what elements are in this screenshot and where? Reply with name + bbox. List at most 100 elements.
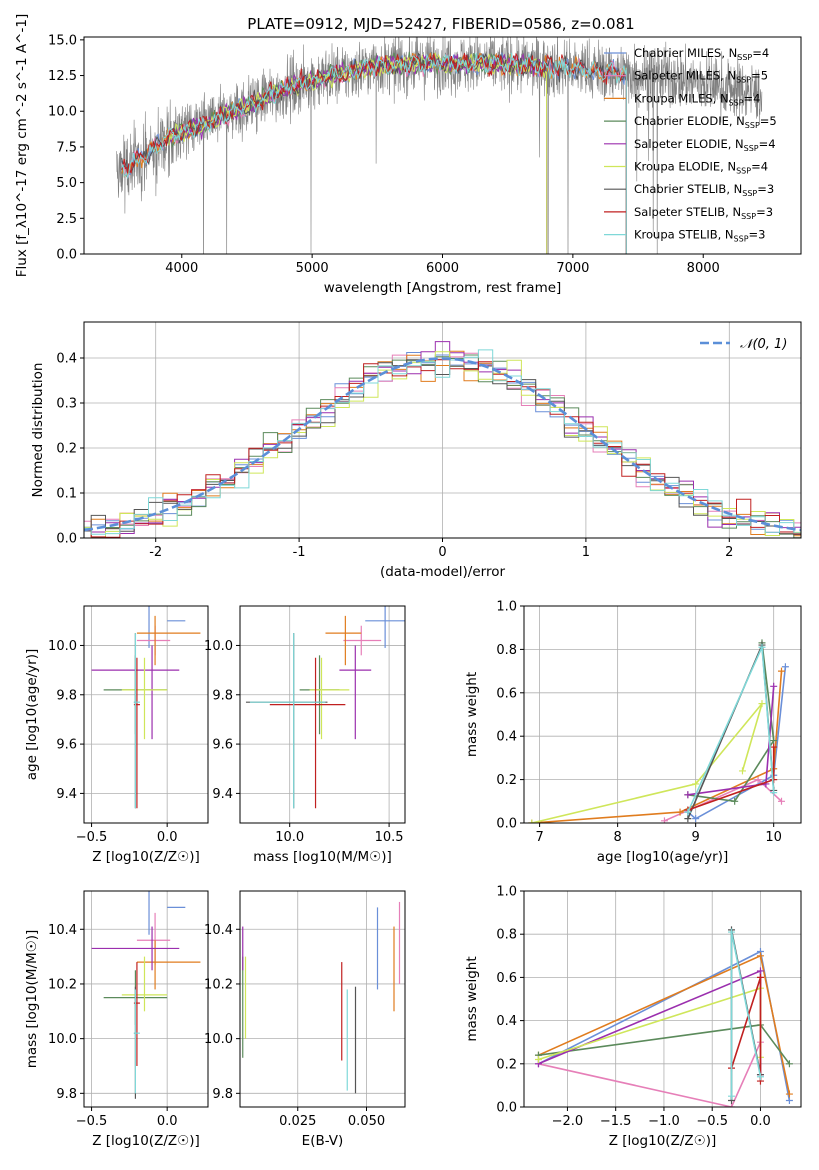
- x-tick-label: 10.5: [375, 830, 404, 845]
- y-tick-label: 10.2: [48, 977, 77, 992]
- y-tick-label: 9.6: [212, 738, 233, 753]
- x-tick-label: −0.5: [76, 830, 108, 845]
- mass_vs_Z-frame: [83, 890, 209, 1108]
- gaussian-legend-label: 𝒩(0, 1): [740, 337, 787, 352]
- x-axis-label: mass [log10(M/M☉)]: [253, 849, 392, 865]
- model-line-salpeter_elodie: [168, 52, 548, 254]
- y-axis-label: mass weight: [464, 672, 480, 757]
- legend-label-salpeter_elodie: Salpeter ELODIE, NSSP=4: [634, 137, 776, 153]
- x-tick-label: 9: [692, 830, 700, 845]
- y-tick-label: 5.0: [56, 176, 77, 191]
- histogram-chabrier_elodie: [84, 354, 801, 538]
- weight-marker-chabrier_miles: [785, 1097, 793, 1105]
- residual-histograms: [84, 341, 801, 538]
- weight-marker-salpeter_miles: [777, 797, 785, 805]
- weight-line-kroupa_elodie: [531, 703, 763, 823]
- x-tick-label: −0.5: [76, 1114, 108, 1129]
- weight-line-chabrier_miles: [687, 666, 787, 820]
- y-tick-label: 0.0: [496, 817, 517, 832]
- spectrum-plot: [116, 37, 763, 254]
- age_vs_mass-points: [245, 606, 405, 809]
- legend-label-chabrier_miles: Chabrier MILES, NSSP=4: [634, 46, 769, 62]
- y-tick-label: 0.2: [56, 442, 77, 457]
- y-tick-label: 0.3: [56, 397, 77, 412]
- y-axis-label: Normed distribution: [30, 363, 46, 498]
- y-tick-label: 0.4: [496, 1014, 517, 1029]
- legend-label-kroupa_elodie: Kroupa ELODIE, NSSP=4: [634, 160, 768, 176]
- mass_vs_ebv-frame: [239, 890, 406, 1108]
- y-axis-label: mass weight: [464, 956, 480, 1041]
- age_vs_mass-axes: 10.0 10.5 9.4 9.6 9.8 10.0 mass [log10(M/M☉)]: [204, 606, 405, 865]
- x-tick-label: 7000: [556, 261, 589, 276]
- x-tick-label: 0.0: [157, 830, 178, 845]
- weight-marker-kroupa_stelib: [684, 808, 692, 816]
- x-tick-label: 2: [725, 545, 733, 560]
- weight-marker-chabrier_elodie: [770, 737, 778, 745]
- y-tick-label: 0.8: [496, 928, 517, 943]
- y-tick-label: 15.0: [48, 33, 77, 48]
- weight-marker-kroupa_stelib: [728, 1092, 736, 1100]
- x-tick-label: −1.0: [648, 1114, 680, 1129]
- mass_vs_Z-axes: −0.5 0.0 9.8 10.0 10.2 10.4 Z [log10(Z/Z☉)] mas…: [24, 891, 208, 1149]
- x-tick-label: 0.050: [348, 1114, 385, 1129]
- weight-marker-salpeter_elodie: [770, 682, 778, 690]
- x-axis-label: (data-model)/error: [380, 564, 506, 580]
- x-tick-label: 8000: [687, 261, 720, 276]
- model-line-chabrier_miles: [121, 52, 627, 254]
- x-axis-label: Z [log10(Z/Z☉)]: [92, 1133, 200, 1149]
- y-axis-label: Flux [f_λ10^-17 erg cm^-2 s^-1 A^-1]: [14, 14, 30, 277]
- y-tick-label: 9.4: [56, 787, 77, 802]
- weight-marker-salpeter_elodie: [684, 791, 692, 799]
- legend-label-salpeter_stelib: Salpeter STELIB, NSSP=3: [634, 205, 773, 221]
- model-line-kroupa_miles: [121, 52, 627, 254]
- histogram-kroupa_miles: [84, 350, 801, 537]
- spectrum-frame: [83, 36, 802, 255]
- weight-line-kroupa_elodie: [538, 987, 762, 1061]
- y-tick-label: 10.0: [48, 1032, 77, 1047]
- y-tick-label: 9.8: [212, 688, 233, 703]
- figure-title: PLATE=0912, MJD=52427, FIBERID=0586, z=0…: [247, 15, 634, 33]
- model-line-kroupa_elodie: [168, 52, 548, 254]
- histogram-salpeter_elodie: [84, 341, 801, 538]
- legend-label-chabrier_stelib: Chabrier STELIB, NSSP=3: [634, 182, 774, 198]
- gaussian-curve: [84, 357, 801, 532]
- weight-marker-kroupa_elodie: [692, 780, 700, 788]
- weight-marker-salpeter_elodie: [756, 967, 764, 975]
- model-line-chabrier_stelib: [121, 52, 627, 254]
- model-line-salpeter_stelib: [121, 52, 627, 254]
- weight-marker-kroupa_elodie: [758, 700, 766, 708]
- weight-marker-chabrier_miles: [781, 663, 789, 671]
- weight-marker-salpeter_stelib: [770, 776, 778, 784]
- x-axis-label: Z [log10(Z/Z☉)]: [609, 1133, 717, 1149]
- x-tick-label: −1.5: [600, 1114, 632, 1129]
- x-tick-label: 0.0: [750, 1114, 771, 1129]
- weight-marker-salpeter_miles: [728, 1103, 736, 1107]
- x-tick-label: 10.0: [275, 830, 304, 845]
- legend-label-kroupa_stelib: Kroupa STELIB, NSSP=3: [634, 228, 765, 244]
- weight-marker-kroupa_miles: [777, 667, 785, 675]
- weight-marker-chabrier_stelib: [684, 815, 692, 823]
- y-tick-label: 0.4: [56, 352, 77, 367]
- y-tick-label: 0.2: [496, 773, 517, 788]
- y-tick-label: 10.0: [48, 639, 77, 654]
- x-tick-label: 0.0: [157, 1114, 178, 1129]
- legend-label-chabrier_elodie: Chabrier ELODIE, NSSP=5: [634, 114, 777, 130]
- weight-line-salpeter_elodie: [538, 969, 762, 1075]
- weight-marker-chabrier_miles: [692, 815, 700, 823]
- x-axis-label: Z [log10(Z/Z☉)]: [92, 849, 200, 865]
- age_vs_Z-axes: −0.5 0.0 9.4 9.6 9.8 10.0 Z [log10(Z/Z☉)] age […: [24, 606, 208, 865]
- y-tick-label: 0.2: [496, 1057, 517, 1072]
- y-tick-label: 9.4: [212, 787, 233, 802]
- spectrum-axes: 4000 5000 6000 7000 8000 0.0 2.5 5.0 7.5 10.0 12.5…: [14, 14, 720, 296]
- residuals-frame: [83, 321, 802, 539]
- y-tick-label: 1.0: [496, 600, 517, 615]
- y-tick-label: 0.0: [496, 1101, 517, 1116]
- weight_vs_age-axes: 7 8 9 10 0.0 0.2 0.4 0.6 0.8 1.0 age [log10(age/yr…: [464, 600, 801, 865]
- x-tick-label: 10: [765, 830, 782, 845]
- y-tick-label: 0.0: [56, 248, 77, 263]
- x-tick-label: 0.025: [279, 1114, 316, 1129]
- y-tick-label: 12.5: [48, 69, 77, 84]
- weight-marker-kroupa_elodie: [534, 1055, 542, 1063]
- y-tick-label: 2.5: [56, 212, 77, 227]
- x-axis-label: wavelength [Angstrom, rest frame]: [324, 280, 562, 296]
